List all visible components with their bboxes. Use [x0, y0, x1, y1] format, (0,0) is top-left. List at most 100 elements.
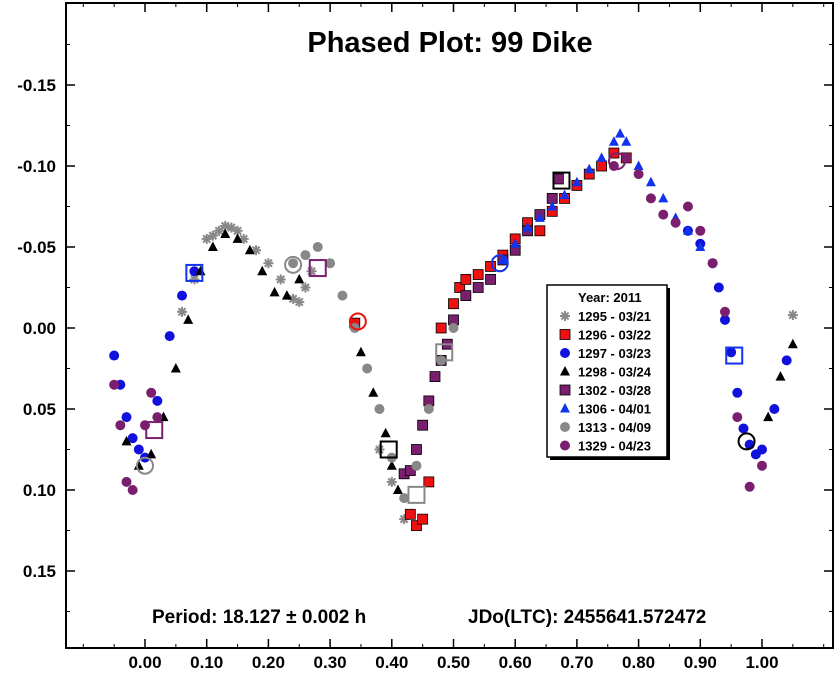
data-point: [757, 444, 767, 455]
data-point: [127, 433, 138, 444]
data-point: [732, 387, 743, 398]
data-point: [448, 323, 459, 333]
data-point: [658, 192, 669, 203]
data-point: [695, 241, 706, 251]
data-point: [275, 274, 286, 285]
data-point: [534, 225, 546, 237]
data-point: [559, 189, 570, 200]
data-point: [312, 242, 323, 252]
data-point: [263, 258, 274, 269]
data-point: [719, 306, 730, 317]
data-point: [374, 404, 385, 414]
data-point: [232, 225, 243, 236]
data-point: [146, 387, 157, 398]
legend: Year: 2011 1295 - 03/21 1296 - 03/22 1297 …: [546, 284, 670, 460]
data-point: [399, 493, 410, 504]
data-point: [682, 225, 693, 235]
data-point: [368, 387, 379, 397]
data-point: [775, 371, 786, 381]
legend-marker: [560, 366, 570, 376]
legend-marker: [560, 422, 570, 432]
data-point: [386, 476, 397, 487]
x-tick-label: 0.00: [128, 653, 161, 672]
data-point: [763, 411, 774, 422]
legend-label: 1296 - 03/22: [578, 328, 651, 343]
data-point: [719, 314, 730, 325]
data-point: [645, 176, 656, 187]
data-point: [460, 273, 472, 285]
highlight-marker: [145, 421, 164, 440]
data-point: [787, 310, 798, 321]
y-tick-label: -0.10: [17, 157, 56, 176]
y-tick-label: 0.00: [23, 319, 56, 338]
data-point: [596, 160, 607, 172]
legend-marker: [560, 440, 570, 451]
data-point: [121, 412, 132, 423]
data-point: [380, 427, 391, 438]
data-point: [615, 128, 626, 138]
highlight-marker: [185, 263, 204, 282]
x-tick-label: 0.80: [622, 653, 655, 672]
data-point: [232, 233, 243, 243]
legend-marker: [560, 403, 570, 413]
data-point: [207, 241, 218, 251]
chart-title: Phased Plot: 99 Dike: [307, 27, 592, 59]
legend-items: 1295 - 03/21 1296 - 03/22 1297 - 03/23 1298…: [559, 309, 652, 454]
y-tick-label: 0.15: [23, 562, 56, 581]
data-point: [633, 160, 644, 170]
highlight-marker: [552, 171, 571, 190]
data-point: [109, 350, 120, 361]
data-point: [732, 412, 743, 423]
x-tick-label: 0.10: [190, 653, 223, 672]
x-tick-label: 0.50: [437, 653, 470, 672]
data-point: [472, 282, 484, 293]
y-tick-label: -0.15: [17, 76, 56, 95]
data-point: [713, 282, 724, 293]
legend-label: 1329 - 04/23: [578, 439, 651, 454]
series-6: [288, 242, 459, 504]
data-point: [115, 420, 126, 431]
legend-label: 1302 - 03/28: [578, 383, 651, 398]
data-point: [497, 254, 508, 264]
data-point: [726, 347, 737, 358]
highlight-marker: [407, 485, 426, 504]
legend-label: 1313 - 04/09: [578, 420, 651, 435]
data-point: [170, 363, 181, 373]
data-point: [417, 513, 429, 525]
legend-label: 1297 - 03/23: [578, 346, 651, 361]
data-point: [374, 444, 385, 455]
data-point: [744, 481, 755, 492]
highlight-layer: [136, 152, 756, 504]
highlight-marker: [608, 152, 627, 171]
x-tick-label: 0.60: [499, 653, 532, 672]
data-point: [337, 290, 348, 301]
highlight-marker: [435, 343, 454, 362]
data-point: [177, 290, 188, 301]
legend-marker: [560, 311, 570, 321]
data-point: [670, 217, 681, 228]
data-point: [571, 176, 582, 187]
data-point: [534, 212, 545, 222]
data-point: [411, 444, 422, 455]
data-point: [454, 282, 466, 293]
data-point: [392, 484, 403, 494]
highlight-marker: [379, 440, 398, 459]
y-axis: -0.15 -0.10 -0.05 0.00 0.05 0.10 0.15: [17, 44, 833, 612]
highlight-marker: [737, 432, 756, 451]
data-point: [547, 201, 558, 211]
x-tick-label: 0.40: [375, 653, 408, 672]
data-point: [244, 244, 255, 255]
data-point: [411, 460, 422, 471]
data-point: [510, 238, 521, 248]
data-point: [300, 250, 311, 261]
legend-label: 1295 - 03/21: [578, 309, 651, 324]
data-point: [306, 266, 317, 277]
data-point: [757, 460, 767, 471]
data-point: [355, 346, 366, 357]
data-point: [423, 404, 434, 414]
data-point: [386, 460, 397, 470]
x-tick-label: 0.70: [560, 653, 593, 672]
series-5: [497, 128, 706, 264]
data-point: [707, 258, 718, 269]
